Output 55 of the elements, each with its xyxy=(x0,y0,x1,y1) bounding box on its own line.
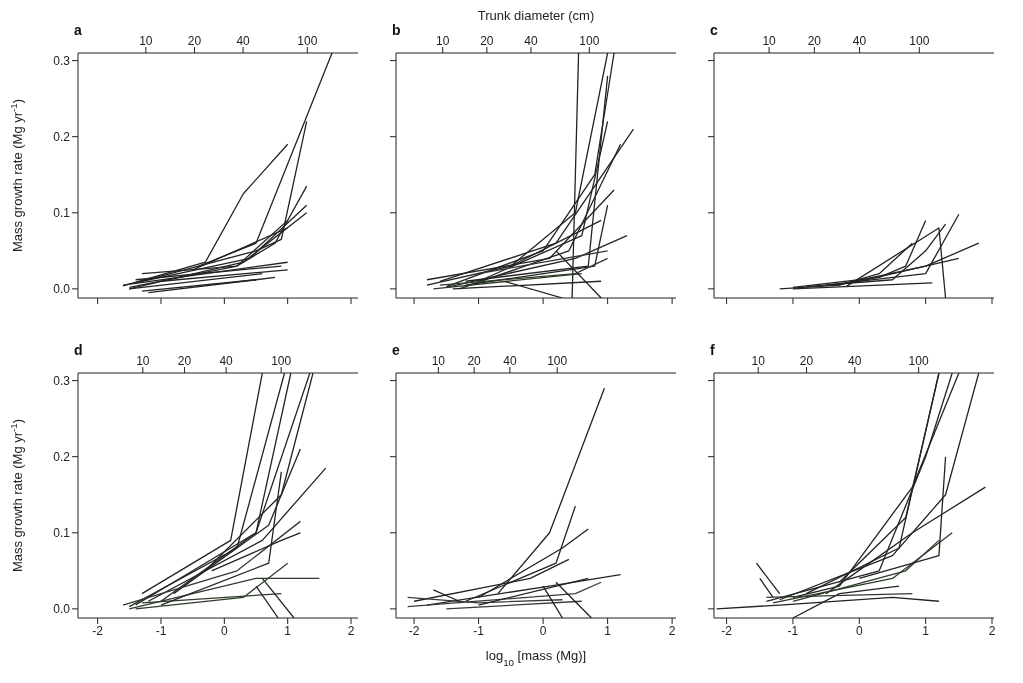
x-tick-label: -2 xyxy=(721,623,733,638)
y-tick-label: 0.0 xyxy=(53,602,71,617)
x2-tick-label: 20 xyxy=(467,354,482,368)
x2-tick-label: 100 xyxy=(297,34,318,48)
x2-tick-label: 40 xyxy=(236,34,251,48)
x-tick-label: 2 xyxy=(668,623,676,638)
x2-tick-label: 100 xyxy=(271,354,292,368)
y-tick-label: 0.1 xyxy=(53,206,71,221)
x-tick-label: -1 xyxy=(155,623,167,638)
y-tick-label: 0.3 xyxy=(53,53,71,68)
x2-tick-label: 40 xyxy=(219,354,234,368)
x2-tick-label: 40 xyxy=(848,354,862,368)
x-tick-label: 1 xyxy=(284,623,292,638)
x2-tick-label: 40 xyxy=(524,34,538,48)
chart-title: f xyxy=(710,342,715,358)
chart-title: c xyxy=(710,22,718,38)
chart-title: b xyxy=(392,22,401,38)
x2-tick-label: 20 xyxy=(177,354,192,368)
y-tick-label: 0.1 xyxy=(53,526,71,541)
x-tick-label: 1 xyxy=(922,623,930,638)
x-axis-title: log$_{10}$ [mass (Mg)] xyxy=(485,648,587,668)
x-tick-label: 2 xyxy=(988,623,996,638)
x2-tick-label: 20 xyxy=(187,34,202,48)
y-tick-label: 0.0 xyxy=(53,282,71,297)
x2-tick-label: 10 xyxy=(431,354,446,368)
x2-tick-label: 20 xyxy=(799,354,814,368)
x2-tick-label: 100 xyxy=(909,34,930,48)
x-tick-label: -2 xyxy=(92,623,104,638)
x-tick-label: -1 xyxy=(787,623,799,638)
x-tick-label: 2 xyxy=(347,623,355,638)
x-tick-label: 0 xyxy=(220,623,228,638)
y-tick-label: 0.3 xyxy=(53,373,71,388)
x-tick-label: 0 xyxy=(855,623,863,638)
x2-tick-label: 10 xyxy=(436,34,450,48)
chart-title: d xyxy=(74,342,83,358)
x-tick-label: -2 xyxy=(408,623,420,638)
x2-tick-label: 10 xyxy=(139,34,153,48)
y-tick-label: 0.2 xyxy=(53,449,71,464)
x2-axis-title: Trunk diameter (cm) xyxy=(477,8,595,23)
x2-tick-label: 40 xyxy=(503,354,517,368)
x-tick-label: 0 xyxy=(539,623,547,638)
x2-tick-label: 100 xyxy=(908,354,929,368)
x2-tick-label: 100 xyxy=(547,354,568,368)
x2-tick-label: 10 xyxy=(136,354,150,368)
x2-tick-label: 20 xyxy=(807,34,822,48)
x-tick-label: 1 xyxy=(604,623,612,638)
chart-title: a xyxy=(74,22,82,38)
x2-tick-label: 10 xyxy=(762,34,777,48)
x2-tick-label: 10 xyxy=(751,354,766,368)
x2-tick-label: 40 xyxy=(852,34,867,48)
x-tick-label: -1 xyxy=(473,623,485,638)
x2-tick-label: 20 xyxy=(480,34,494,48)
x2-tick-label: 100 xyxy=(579,34,600,48)
chart-title: e xyxy=(392,342,400,358)
y-tick-label: 0.2 xyxy=(53,129,71,144)
